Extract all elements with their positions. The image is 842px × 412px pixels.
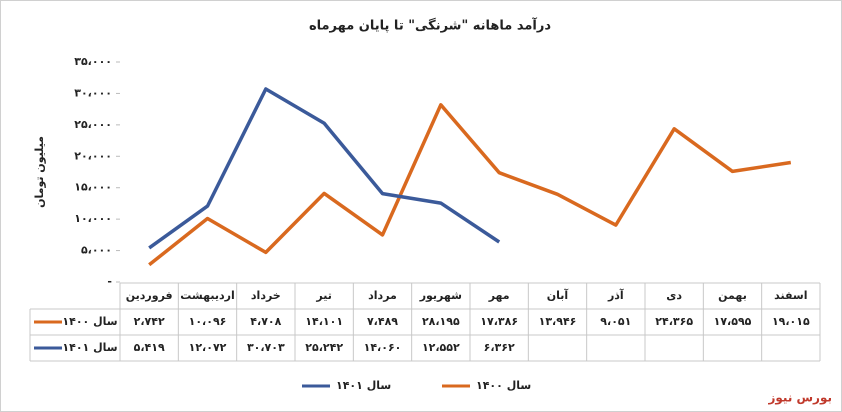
table-cell: ۷،۴۸۹ (367, 315, 398, 328)
table-cell: ۵،۴۱۹ (134, 341, 165, 354)
table-cell: ۱۰،۰۹۶ (189, 315, 227, 328)
table-cell: ۶،۳۶۲ (484, 341, 515, 354)
chart-title: درآمد ماهانه "شرنگی" تا پایان مهرماه (309, 17, 551, 34)
x-tick-label: آذر (607, 288, 624, 302)
x-tick-label: اسفند (774, 289, 807, 302)
table-cell: ۲۴،۳۶۵ (655, 315, 693, 328)
x-tick-label: مرداد (368, 289, 397, 302)
x-tick-label: آبان (547, 288, 569, 302)
y-tick-label: ۲۰،۰۰۰ (74, 149, 112, 162)
table-row-label: سال ۱۴۰۱ (62, 341, 117, 354)
y-tick-label: ۲۵،۰۰۰ (74, 118, 112, 131)
y-tick-label: ۳۵،۰۰۰ (74, 55, 112, 68)
legend-label: سال ۱۴۰۰ (476, 379, 531, 392)
y-tick-label: - (107, 275, 112, 288)
table-cell: ۱۲،۰۷۲ (189, 341, 227, 354)
y-tick-label: ۵،۰۰۰ (81, 244, 112, 257)
watermark: بورس نیوز (767, 391, 832, 406)
y-tick-label: ۳۰،۰۰۰ (74, 86, 112, 99)
x-tick-label: دی (666, 289, 682, 302)
x-tick-label: فروردین (126, 289, 173, 302)
table-cell: ۲،۷۴۲ (134, 315, 165, 328)
y-tick-label: ۱۵،۰۰۰ (74, 181, 112, 194)
table-cell: ۱۹،۰۱۵ (772, 315, 810, 328)
table-cell: ۱۳،۹۴۶ (539, 315, 577, 328)
x-tick-label: شهریور (419, 289, 462, 302)
table-cell: ۴،۷۰۸ (250, 315, 281, 328)
x-tick-label: اردیبهشت (180, 289, 234, 302)
table-row-label: سال ۱۴۰۰ (62, 315, 117, 328)
x-tick-label: بهمن (718, 289, 747, 302)
x-tick-label: خرداد (251, 289, 281, 302)
table-cell: ۲۵،۲۴۲ (305, 341, 343, 354)
series-line (148, 87, 501, 250)
y-axis-label: میلیون تومان (33, 136, 46, 208)
table-cell: ۳۰،۷۰۳ (247, 341, 285, 354)
legend-label: سال ۱۴۰۱ (336, 379, 391, 392)
table-cell: ۹،۰۵۱ (600, 315, 631, 328)
table-cell: ۱۷،۳۸۶ (480, 315, 518, 328)
table-cell: ۱۴،۱۰۱ (305, 315, 343, 328)
table-cell: ۱۲،۵۵۲ (422, 341, 460, 354)
y-tick-label: ۱۰،۰۰۰ (74, 212, 112, 225)
x-tick-label: تیر (315, 289, 331, 302)
table-cell: ۱۷،۵۹۵ (714, 315, 752, 328)
series-line (148, 103, 792, 267)
table-cell: ۲۸،۱۹۵ (422, 315, 460, 328)
table-cell: ۱۴،۰۶۰ (364, 341, 402, 354)
x-tick-label: مهر (488, 289, 510, 302)
